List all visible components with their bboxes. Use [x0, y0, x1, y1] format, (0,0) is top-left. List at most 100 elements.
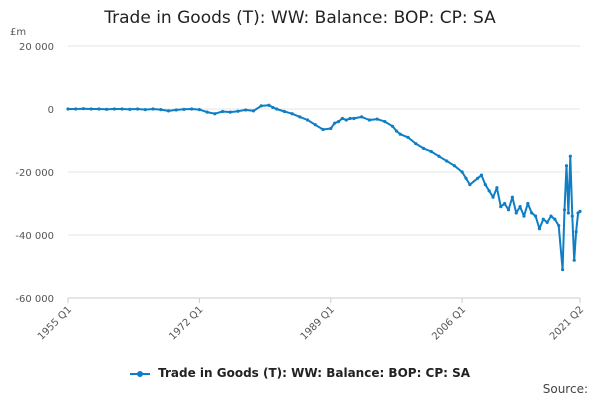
data-point[interactable]: [499, 205, 503, 209]
data-point[interactable]: [190, 107, 194, 111]
data-point[interactable]: [220, 109, 225, 114]
data-point[interactable]: [518, 205, 522, 209]
data-point[interactable]: [329, 126, 333, 131]
data-point[interactable]: [566, 211, 571, 215]
data-point[interactable]: [182, 107, 186, 111]
data-point[interactable]: [530, 211, 534, 215]
y-unit-label: £m: [10, 27, 26, 38]
data-point[interactable]: [143, 108, 147, 112]
data-point[interactable]: [313, 123, 317, 127]
data-point[interactable]: [352, 116, 356, 121]
data-point[interactable]: [174, 108, 178, 112]
data-point[interactable]: [503, 201, 507, 206]
data-point[interactable]: [89, 107, 93, 111]
data-point[interactable]: [553, 217, 557, 221]
data-point[interactable]: [305, 118, 310, 122]
data-point[interactable]: [360, 115, 364, 119]
data-point[interactable]: [74, 107, 78, 111]
data-point[interactable]: [541, 217, 545, 221]
data-point[interactable]: [259, 104, 263, 108]
data-point[interactable]: [367, 118, 372, 122]
data-point[interactable]: [205, 110, 209, 114]
data-point[interactable]: [390, 124, 395, 128]
data-point[interactable]: [578, 209, 582, 213]
data-point[interactable]: [340, 116, 344, 121]
chart-title: Trade in Goods (T): WW: Balance: BOP: CP…: [104, 8, 496, 28]
data-point[interactable]: [166, 109, 171, 113]
data-point[interactable]: [275, 107, 279, 111]
data-point[interactable]: [333, 121, 337, 125]
data-point[interactable]: [476, 176, 480, 180]
data-point[interactable]: [236, 109, 240, 113]
data-point[interactable]: [468, 183, 472, 187]
data-point[interactable]: [97, 107, 101, 111]
data-point[interactable]: [348, 116, 352, 121]
data-point[interactable]: [282, 109, 286, 114]
data-point[interactable]: [228, 110, 232, 114]
data-point[interactable]: [213, 112, 217, 116]
data-point[interactable]: [533, 214, 538, 218]
data-point[interactable]: [460, 170, 464, 174]
data-point[interactable]: [344, 118, 348, 122]
legend-label: Trade in Goods (T): WW: Balance: BOP: CP…: [158, 366, 471, 380]
data-point[interactable]: [321, 127, 325, 132]
data-point[interactable]: [81, 107, 86, 111]
data-point[interactable]: [66, 107, 70, 111]
data-point[interactable]: [298, 115, 302, 119]
data-point[interactable]: [421, 146, 426, 150]
y-tick-label: -60 000: [15, 294, 54, 305]
legend[interactable]: Trade in Goods (T): WW: Balance: BOP: CP…: [0, 366, 600, 380]
data-point[interactable]: [495, 186, 499, 190]
data-point[interactable]: [570, 214, 574, 218]
data-point[interactable]: [561, 268, 565, 272]
data-point[interactable]: [271, 105, 275, 110]
data-point[interactable]: [514, 211, 518, 215]
data-point[interactable]: [112, 107, 116, 111]
data-point[interactable]: [506, 208, 511, 212]
data-point[interactable]: [120, 107, 124, 111]
data-point[interactable]: [572, 258, 576, 262]
y-tick-label: 20 000: [19, 42, 54, 53]
data-point[interactable]: [336, 120, 341, 124]
data-point[interactable]: [479, 173, 484, 177]
data-point[interactable]: [526, 201, 530, 206]
data-point[interactable]: [244, 108, 248, 112]
data-point[interactable]: [290, 112, 294, 116]
data-point[interactable]: [562, 208, 567, 212]
data-point[interactable]: [574, 230, 578, 234]
data-point[interactable]: [487, 189, 491, 193]
data-point[interactable]: [522, 214, 526, 218]
data-point[interactable]: [429, 149, 433, 154]
data-point[interactable]: [564, 164, 569, 168]
data-point[interactable]: [251, 109, 256, 113]
y-tick-label: 0: [48, 105, 54, 116]
data-point[interactable]: [197, 108, 201, 112]
data-point[interactable]: [383, 120, 387, 124]
data-point[interactable]: [491, 195, 495, 199]
data-point[interactable]: [159, 108, 163, 112]
data-point[interactable]: [568, 154, 572, 158]
data-point[interactable]: [537, 227, 542, 231]
x-tick-label: 1955 Q1: [36, 304, 74, 342]
data-point[interactable]: [398, 132, 402, 136]
data-point[interactable]: [414, 142, 418, 146]
data-point[interactable]: [105, 107, 109, 111]
data-point[interactable]: [135, 107, 140, 111]
data-point[interactable]: [557, 223, 561, 228]
data-point[interactable]: [510, 195, 514, 199]
data-point[interactable]: [406, 135, 410, 139]
data-point[interactable]: [128, 107, 132, 111]
data-point[interactable]: [452, 164, 457, 168]
data-point[interactable]: [151, 107, 155, 111]
data-point[interactable]: [464, 176, 468, 180]
data-point[interactable]: [267, 103, 271, 107]
data-point[interactable]: [483, 183, 487, 187]
data-point[interactable]: [549, 214, 553, 218]
data-point[interactable]: [394, 129, 399, 133]
data-point[interactable]: [375, 117, 379, 121]
data-point[interactable]: [437, 154, 441, 158]
data-point[interactable]: [545, 220, 549, 224]
x-tick-label: 1972 Q1: [167, 304, 205, 342]
data-point[interactable]: [445, 159, 449, 163]
